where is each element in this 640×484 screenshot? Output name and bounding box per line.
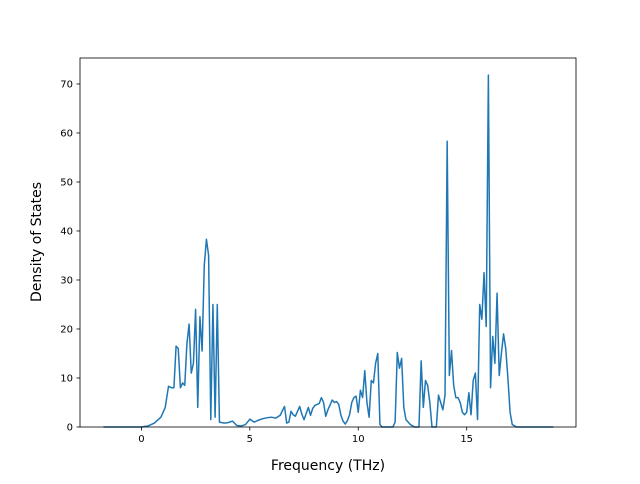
- y-tick-label: 10: [60, 373, 73, 384]
- x-axis-label: Frequency (THz): [271, 458, 385, 474]
- x-tick-label: 10: [352, 434, 365, 445]
- y-tick-label: 30: [60, 275, 73, 286]
- x-tick-label: 0: [138, 434, 144, 445]
- plot-frame: [79, 57, 577, 428]
- y-axis-label: Density of States: [29, 182, 45, 302]
- y-tick-label: 50: [60, 177, 73, 188]
- y-tick-label: 70: [60, 79, 73, 90]
- data-line: [103, 74, 554, 428]
- y-tick-label: 20: [60, 324, 73, 335]
- y-tick-label: 40: [60, 226, 73, 237]
- x-tick-label: 5: [247, 434, 253, 445]
- y-tick-label: 0: [67, 423, 73, 434]
- x-tick-label: 15: [460, 434, 473, 445]
- y-tick-label: 60: [60, 128, 73, 139]
